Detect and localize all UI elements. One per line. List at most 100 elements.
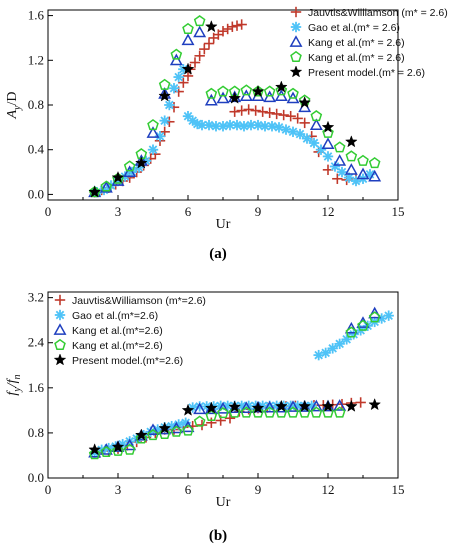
data-point <box>301 133 313 144</box>
data-point <box>333 399 347 411</box>
legend-label: Jauvtis&Williamson (m*=2.6) <box>72 295 206 307</box>
data-point <box>298 406 311 418</box>
data-point <box>252 85 264 97</box>
legend-marker <box>290 50 302 62</box>
data-point-arm <box>169 83 179 93</box>
data-point <box>368 156 381 169</box>
data-point <box>216 401 230 414</box>
data-point <box>263 406 276 418</box>
y-tick-label: 1.6 <box>28 8 45 23</box>
data-point <box>173 71 184 83</box>
data-point-arm <box>288 127 298 137</box>
data-point <box>263 400 277 413</box>
data-point <box>309 399 323 412</box>
data-point <box>344 163 358 175</box>
data-point <box>203 119 215 131</box>
data-point <box>123 438 137 451</box>
data-point <box>345 326 358 338</box>
data-point <box>322 126 334 138</box>
data-point-arm <box>330 162 340 171</box>
x-tick-label: 9 <box>255 204 262 219</box>
data-point <box>146 126 160 138</box>
data-point <box>308 137 320 149</box>
data-point <box>239 401 253 414</box>
data-point-arm <box>193 119 202 129</box>
legend-marker <box>289 35 303 47</box>
data-point <box>99 180 113 193</box>
data-point-arm <box>323 152 333 161</box>
data-point-arm <box>232 120 242 130</box>
legend-marker-arm <box>55 310 65 320</box>
data-point <box>193 415 206 427</box>
data-point <box>224 413 236 424</box>
data-point <box>182 424 194 436</box>
data-point <box>88 186 101 198</box>
x-tick-label: 3 <box>115 482 122 497</box>
data-point <box>217 121 229 132</box>
data-point <box>123 160 136 172</box>
data-point <box>341 334 352 345</box>
data-point <box>111 440 125 453</box>
data-point <box>217 26 229 37</box>
series-3 <box>88 311 381 460</box>
legend-marker <box>290 6 302 18</box>
data-point <box>236 19 247 30</box>
legend-label: Gao et al.(m*=2.6) <box>72 310 158 322</box>
y-tick-label: 1.6 <box>28 380 45 395</box>
data-point <box>164 99 175 111</box>
data-point <box>298 96 312 109</box>
legend-label: Present model.(m* = 2.6) <box>308 67 425 79</box>
data-point <box>344 399 358 412</box>
legend-marker <box>53 323 67 335</box>
data-point <box>146 423 160 436</box>
data-point <box>310 406 323 418</box>
data-point-arm <box>237 401 246 411</box>
data-point-arm <box>197 120 207 130</box>
y-axis-title: Ay/D <box>5 91 23 119</box>
data-point <box>229 106 240 117</box>
data-point <box>123 443 136 455</box>
y-axis-title: fy/fn <box>5 374 23 395</box>
data-point-arm <box>274 123 284 132</box>
series-4 <box>88 398 382 456</box>
data-point <box>111 170 125 184</box>
data-point <box>344 321 358 334</box>
legend-label: Kang et al.(m*=2.6) <box>72 340 163 352</box>
data-point <box>383 310 394 321</box>
data-point <box>158 427 171 439</box>
data-point-arm <box>253 120 263 130</box>
data-point <box>287 87 299 99</box>
data-point <box>112 444 124 456</box>
data-point <box>271 108 282 120</box>
data-point <box>205 87 218 99</box>
legend-label: Kang et al.(m*=2.6) <box>72 325 163 337</box>
x-tick-label: 6 <box>185 482 192 497</box>
data-point <box>336 166 348 178</box>
data-point <box>310 110 323 122</box>
data-point <box>333 141 346 153</box>
data-point <box>88 185 102 198</box>
data-point <box>368 398 382 411</box>
data-point <box>158 78 171 90</box>
data-point <box>356 167 370 180</box>
data-point <box>321 399 335 412</box>
data-point <box>274 89 288 101</box>
data-point <box>100 445 113 458</box>
data-point <box>294 128 306 140</box>
x-tick-label: 0 <box>45 482 52 497</box>
legend-label: Jauvtis&Williamson (m* = 2.6) <box>308 7 448 19</box>
data-point <box>309 118 323 131</box>
data-point-arm <box>309 138 319 148</box>
data-point <box>170 425 183 437</box>
data-point <box>257 106 268 117</box>
data-point <box>181 62 195 75</box>
data-point <box>298 399 312 412</box>
data-point <box>227 21 238 32</box>
data-point <box>231 20 243 31</box>
data-point <box>228 91 242 104</box>
legend-marker <box>289 65 303 78</box>
data-point <box>88 448 101 460</box>
legend-label: Kang et al.(m* = 2.6) <box>308 37 405 49</box>
data-point <box>321 137 335 150</box>
data-point <box>196 419 208 431</box>
